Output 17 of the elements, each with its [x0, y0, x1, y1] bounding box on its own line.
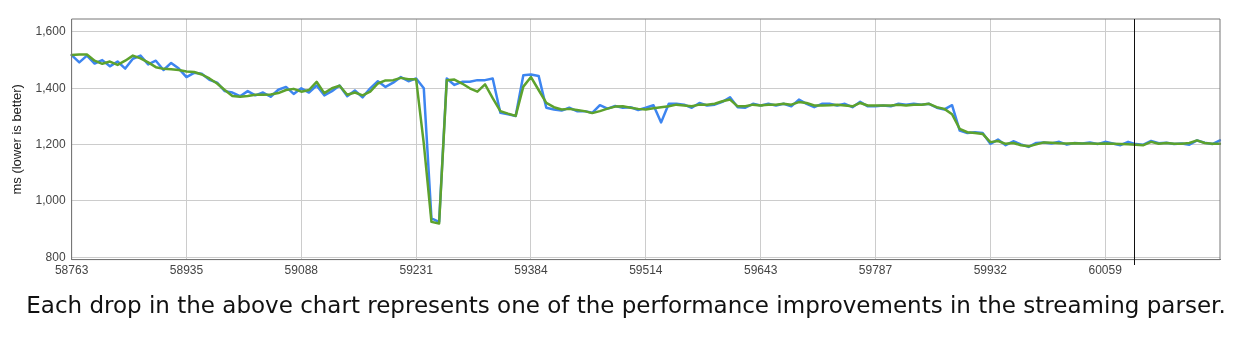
y-tick-label: 1,200 — [35, 136, 66, 151]
y-tick-label: 800 — [45, 249, 66, 264]
x-tick-label: 60059 — [1088, 263, 1123, 278]
text: Each drop in the above chart represents one of the performance improvements in the streaming parser. — [25, 292, 1227, 318]
x-tick-label: 58763 — [54, 263, 89, 278]
x-tick-label: 59514 — [629, 263, 663, 278]
y-axis-title: ms (lower is better) — [9, 84, 25, 195]
y-tick-label: 1,400 — [35, 80, 66, 95]
x-tick-label: 59088 — [284, 263, 319, 278]
x-tick-label: 59787 — [858, 263, 893, 278]
x-tick-label: 58935 — [169, 263, 204, 278]
y-tick-label: 1,600 — [35, 24, 66, 39]
x-tick-label: 59231 — [399, 263, 434, 278]
x-tick-label: 59384 — [514, 263, 548, 278]
x-tick-label: 59932 — [973, 263, 1008, 278]
x-tick-label: 59643 — [743, 263, 778, 278]
y-tick-label: 1,000 — [35, 193, 66, 208]
